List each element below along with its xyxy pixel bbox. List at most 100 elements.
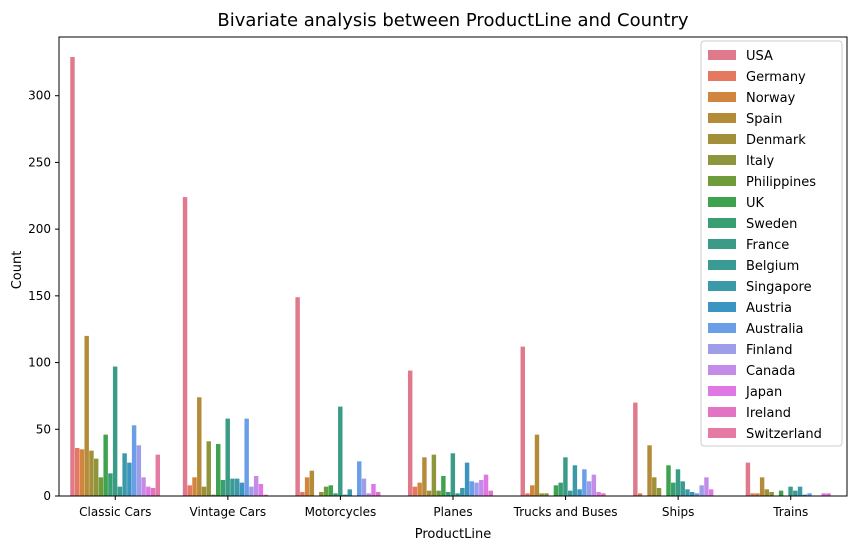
- legend-swatch: [708, 113, 736, 123]
- legend-swatch: [708, 155, 736, 165]
- legend-label: Philippines: [746, 175, 816, 190]
- bar: [750, 493, 755, 496]
- bar: [431, 454, 437, 496]
- bar: [407, 370, 413, 496]
- bar: [685, 489, 690, 496]
- bar: [797, 486, 803, 496]
- bar: [558, 482, 563, 496]
- bar: [253, 475, 259, 496]
- legend-label: France: [746, 238, 789, 253]
- bar: [755, 493, 760, 496]
- x-tick-label: Trucks and Buses: [513, 505, 618, 519]
- bar: [323, 486, 329, 496]
- y-tick-label: 250: [28, 155, 51, 169]
- bar: [488, 490, 493, 496]
- bar: [469, 481, 475, 496]
- bar: [328, 485, 334, 496]
- bar: [577, 489, 582, 496]
- bar: [98, 477, 104, 496]
- legend-label: Japan: [745, 385, 782, 400]
- bar: [699, 485, 704, 496]
- legend-swatch: [708, 134, 736, 144]
- bar: [675, 469, 681, 496]
- bar: [309, 470, 315, 496]
- bar: [450, 453, 456, 496]
- legend-swatch: [708, 323, 736, 333]
- bar: [464, 462, 470, 496]
- bar: [821, 493, 826, 496]
- bar: [89, 450, 94, 496]
- bar: [680, 481, 685, 496]
- bar: [745, 462, 751, 496]
- bar: [192, 477, 197, 496]
- bar: [778, 490, 784, 496]
- bar: [319, 492, 324, 496]
- legend-label: Austria: [746, 301, 792, 316]
- y-tick-label: 150: [28, 289, 51, 303]
- bar: [187, 485, 193, 496]
- bar: [436, 490, 441, 496]
- x-tick-label: Ships: [662, 505, 694, 519]
- bar: [637, 493, 643, 496]
- bar: [342, 494, 348, 496]
- bar: [708, 489, 714, 496]
- bar: [127, 462, 132, 496]
- legend-label: UK: [746, 196, 765, 211]
- legend-swatch: [708, 302, 736, 312]
- bar: [596, 492, 601, 496]
- legend: USA Germany Norway Spain Denmark Italy Philipp…: [700, 40, 843, 447]
- bar: [375, 492, 381, 496]
- bar: [182, 197, 188, 496]
- bar: [544, 493, 549, 496]
- bar: [84, 335, 89, 496]
- x-tick-label: Trains: [772, 505, 808, 519]
- bar: [633, 402, 638, 496]
- bar: [338, 406, 343, 496]
- x-tick-label: Motorcycles: [305, 505, 377, 519]
- bar: [534, 434, 540, 496]
- bar: [230, 478, 235, 496]
- bar: [70, 57, 75, 496]
- bar: [93, 458, 99, 496]
- bar: [652, 477, 657, 496]
- bars-group: [70, 57, 831, 496]
- bar: [201, 486, 207, 496]
- bar: [826, 493, 831, 496]
- bar: [357, 461, 362, 496]
- bar: [225, 418, 230, 496]
- x-tick-label: Planes: [433, 505, 472, 519]
- bar: [553, 485, 559, 496]
- legend-label: Switzerland: [746, 427, 822, 442]
- y-axis-label: Count: [10, 251, 25, 290]
- bar: [445, 492, 451, 496]
- y-tick-label: 200: [28, 222, 51, 236]
- bar: [591, 474, 597, 496]
- bar: [417, 482, 422, 496]
- bar: [689, 492, 695, 496]
- legend-label: USA: [746, 49, 773, 64]
- bar: [155, 454, 161, 496]
- bar: [694, 493, 700, 496]
- bar: [704, 477, 709, 496]
- legend-label: Italy: [746, 154, 775, 169]
- legend-swatch: [708, 344, 736, 354]
- bar: [455, 493, 460, 496]
- bar: [112, 366, 118, 496]
- bar: [220, 479, 226, 496]
- legend-swatch: [708, 386, 736, 396]
- bar: [366, 493, 371, 496]
- legend-label: Canada: [746, 364, 795, 379]
- bar: [802, 494, 807, 496]
- bar: [150, 487, 156, 496]
- bar: [656, 487, 662, 496]
- bar: [474, 482, 479, 496]
- legend-label: Spain: [746, 112, 782, 127]
- legend-label: Ireland: [746, 406, 791, 421]
- bar: [244, 418, 249, 496]
- bar: [211, 494, 216, 496]
- bar: [586, 481, 592, 496]
- bar: [422, 457, 427, 496]
- bar: [412, 486, 418, 496]
- x-tick-label: Classic Cars: [79, 505, 151, 519]
- bar: [300, 492, 305, 496]
